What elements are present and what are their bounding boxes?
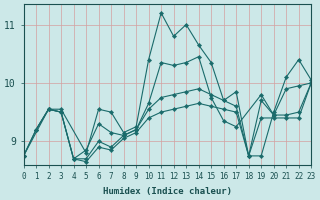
X-axis label: Humidex (Indice chaleur): Humidex (Indice chaleur) [103, 187, 232, 196]
